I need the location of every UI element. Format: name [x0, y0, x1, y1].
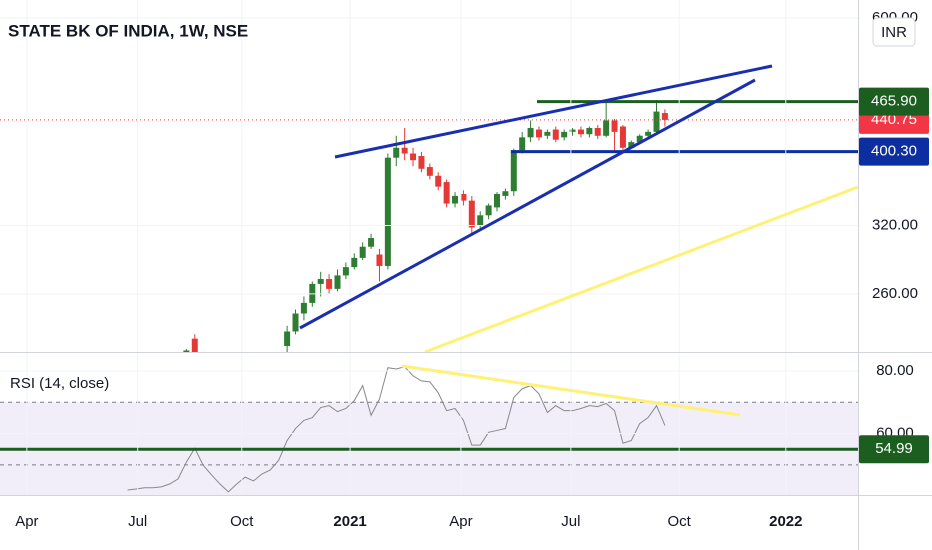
candle-body	[628, 142, 635, 148]
candle-body	[561, 131, 568, 138]
candle-body	[519, 137, 526, 151]
x-tick-label: Oct	[230, 513, 254, 530]
candle-body	[342, 267, 349, 276]
x-tick-label: Apr	[449, 513, 472, 530]
candle-body	[326, 279, 333, 289]
candle-body	[619, 126, 626, 148]
candle-body	[603, 120, 610, 136]
x-tick-label: Jul	[128, 513, 147, 530]
candle-body	[577, 129, 584, 135]
candle-body	[418, 156, 425, 169]
candle-body	[661, 113, 668, 120]
candle-body	[376, 254, 383, 266]
candle-body	[535, 129, 542, 138]
candle-body	[460, 194, 467, 201]
candle-body	[452, 195, 459, 204]
candle-body	[502, 191, 509, 196]
candle-body	[435, 175, 442, 187]
rsi-line	[127, 366, 666, 493]
candle-body	[594, 128, 601, 136]
candle-body	[544, 131, 551, 136]
candle-body	[477, 215, 484, 226]
candle-body	[191, 338, 198, 352]
price-tag-label: 54.99	[875, 440, 913, 457]
candle-body	[300, 302, 307, 314]
candle-body	[494, 194, 501, 208]
price-tag-label: 400.30	[871, 143, 917, 160]
price-tag-label: 465.90	[871, 93, 917, 110]
currency[interactable]: INR	[881, 24, 907, 41]
x-tick-label: Oct	[668, 513, 692, 530]
candle-body	[527, 128, 534, 138]
candle-body	[443, 182, 450, 204]
x-tick-label: Apr	[15, 513, 38, 530]
candle-body	[426, 167, 433, 176]
candle-body	[552, 129, 559, 140]
candle-body	[636, 135, 643, 143]
chart-title: STATE BK OF INDIA, 1W, NSE	[8, 21, 248, 40]
candle-body	[183, 350, 190, 352]
trend-line	[334, 64, 773, 159]
trend-line	[401, 364, 741, 417]
candle-body	[510, 150, 517, 192]
candle-body	[292, 313, 299, 332]
rsi-title: RSI (14, close)	[10, 375, 109, 392]
axes	[0, 0, 858, 495]
candle-body	[401, 147, 408, 154]
price-tag	[859, 435, 929, 464]
trend-line	[424, 185, 859, 354]
price-pane	[0, 100, 858, 352]
y-tick-label: 80.00	[876, 362, 914, 379]
price-tag	[859, 87, 929, 116]
candle-body	[384, 157, 391, 266]
x-tick-label: Jul	[561, 513, 580, 530]
candle-body	[351, 257, 358, 268]
candle-body	[393, 147, 400, 158]
x-tick-label: 2021	[333, 513, 366, 530]
drawings	[299, 64, 859, 417]
candle-body	[334, 275, 341, 289]
candle-body	[586, 128, 593, 135]
candle-body	[368, 238, 375, 247]
candle-body	[410, 153, 417, 161]
rsi-pane	[0, 366, 858, 495]
x-tick-label: 2022	[769, 513, 802, 530]
candle-body	[645, 131, 652, 136]
candle-body	[359, 246, 366, 258]
y-tick-label: 320.00	[872, 216, 918, 233]
candle-body	[485, 205, 492, 216]
trend-line	[299, 78, 756, 330]
candle-body	[317, 279, 324, 284]
y-tick-label: 260.00	[872, 285, 918, 302]
price-tag	[859, 137, 929, 166]
candle-body	[653, 111, 660, 132]
candle-body	[611, 120, 618, 132]
labels: AprJulOct2021AprJulOct2022260.00320.0060…	[15, 9, 929, 530]
candle-body	[284, 331, 291, 347]
candle-body	[468, 200, 475, 228]
candle-body	[569, 129, 576, 132]
currency-box[interactable]	[872, 17, 916, 47]
